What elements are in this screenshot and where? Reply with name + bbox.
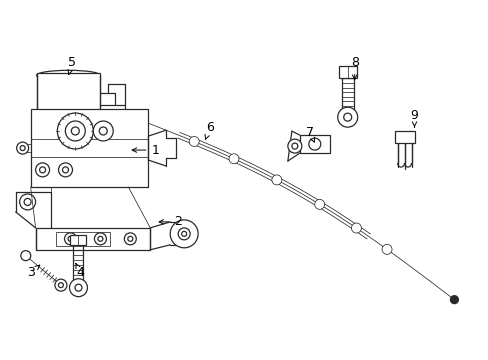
Bar bbox=[56, 232, 110, 246]
Circle shape bbox=[55, 279, 67, 291]
Text: 2: 2 bbox=[159, 215, 182, 228]
Circle shape bbox=[449, 296, 457, 303]
Circle shape bbox=[36, 163, 49, 177]
Circle shape bbox=[59, 163, 72, 177]
Text: 8: 8 bbox=[350, 56, 358, 80]
Circle shape bbox=[170, 220, 198, 248]
Bar bbox=[338, 66, 356, 78]
Text: 9: 9 bbox=[410, 109, 418, 127]
Circle shape bbox=[93, 121, 113, 141]
Circle shape bbox=[314, 199, 324, 210]
Circle shape bbox=[69, 279, 87, 297]
Text: 4: 4 bbox=[76, 263, 84, 279]
Circle shape bbox=[94, 233, 106, 245]
Text: 5: 5 bbox=[68, 56, 76, 75]
Circle shape bbox=[17, 142, 29, 154]
Circle shape bbox=[124, 233, 136, 245]
Bar bbox=[37, 73, 100, 123]
Bar bbox=[299, 135, 329, 153]
Circle shape bbox=[189, 136, 199, 147]
Circle shape bbox=[381, 244, 391, 255]
Text: 1: 1 bbox=[132, 144, 159, 157]
Text: 7: 7 bbox=[305, 126, 314, 142]
Circle shape bbox=[228, 154, 239, 164]
Circle shape bbox=[64, 233, 76, 245]
Circle shape bbox=[308, 138, 320, 150]
Circle shape bbox=[271, 175, 281, 185]
Bar bbox=[36, 228, 150, 250]
Circle shape bbox=[337, 107, 357, 127]
Text: 3: 3 bbox=[27, 265, 40, 279]
Bar bbox=[31, 109, 148, 187]
Ellipse shape bbox=[37, 118, 100, 128]
Text: 6: 6 bbox=[204, 121, 214, 139]
Circle shape bbox=[21, 251, 31, 261]
Circle shape bbox=[57, 113, 93, 149]
Bar bbox=[70, 235, 86, 245]
Circle shape bbox=[20, 194, 36, 210]
Circle shape bbox=[351, 223, 361, 233]
Circle shape bbox=[287, 139, 301, 153]
Bar bbox=[394, 131, 414, 143]
Ellipse shape bbox=[37, 70, 100, 80]
